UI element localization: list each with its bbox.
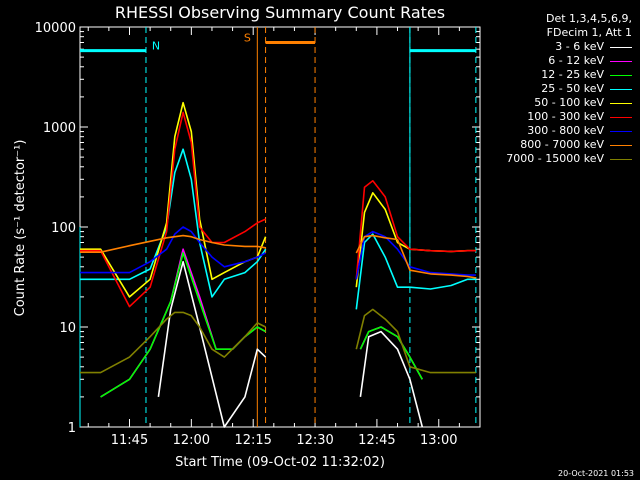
- legend-item: 7000 - 15000 keV: [470, 152, 632, 166]
- legend-item: 800 - 7000 keV: [470, 138, 632, 152]
- y-axis-label: Count Rate (s⁻¹ detector⁻¹): [13, 140, 28, 317]
- y-tick-label: 1: [68, 421, 76, 436]
- legend-swatch: [610, 116, 632, 118]
- y-tick-label: 1000: [43, 121, 76, 136]
- x-tick-label: 12:15: [234, 433, 271, 448]
- legend-label: 6 - 12 keV: [548, 54, 604, 67]
- series-line-2: [100, 252, 423, 398]
- legend-label: 300 - 800 keV: [527, 124, 604, 137]
- y-tick-label: 100: [51, 221, 76, 236]
- legend-item: 25 - 50 keV: [470, 82, 632, 96]
- series-line-1: [100, 248, 423, 398]
- y-tick-label: 10: [59, 321, 76, 336]
- legend-swatch: [610, 102, 632, 104]
- legend-label: 7000 - 15000 keV: [506, 152, 604, 165]
- x-tick-label: 12:45: [358, 433, 395, 448]
- legend-item: 3 - 6 keV: [470, 40, 632, 54]
- x-tick-label: 12:30: [296, 433, 333, 448]
- footer-timestamp: 20-Oct-2021 01:53: [558, 469, 634, 478]
- legend: Det 1,3,4,5,6,9, FDecim 1, Att 1 3 - 6 k…: [470, 12, 632, 166]
- legend-swatch: [610, 60, 632, 62]
- series-line-6: [80, 226, 476, 280]
- plot-frame: [79, 26, 481, 428]
- legend-swatch: [610, 144, 632, 146]
- series-line-3: [80, 148, 476, 310]
- series-line-0: [157, 260, 424, 428]
- legend-items: 3 - 6 keV 6 - 12 keV 12 - 25 keV 25 - 50 ke…: [470, 40, 632, 166]
- legend-label: 12 - 25 keV: [541, 68, 604, 81]
- saa-label: S: [244, 31, 251, 44]
- plot-area: 1 10 100 1000 10000 11:45 12:00 12:15 12:30 12:45…: [35, 21, 481, 448]
- night-label: N: [152, 40, 160, 53]
- legend-label: 100 - 300 keV: [527, 110, 604, 123]
- x-tick-label: 13:00: [420, 433, 457, 448]
- legend-swatch: [610, 130, 632, 132]
- legend-label: 50 - 100 keV: [534, 96, 604, 109]
- legend-label: 3 - 6 keV: [555, 40, 604, 53]
- series-line-5: [80, 111, 476, 308]
- x-axis-label: Start Time (09-Oct-02 11:32:02): [175, 455, 385, 470]
- legend-swatch: [610, 88, 632, 90]
- legend-item: 50 - 100 keV: [470, 96, 632, 110]
- y-tick-label: 10000: [35, 21, 76, 36]
- series-line-8: [80, 308, 476, 374]
- legend-swatch: [610, 46, 632, 48]
- legend-item: 6 - 12 keV: [470, 54, 632, 68]
- legend-label: 25 - 50 keV: [541, 82, 604, 95]
- legend-item: 300 - 800 keV: [470, 124, 632, 138]
- series-line-7: [80, 234, 477, 279]
- legend-swatch: [610, 74, 632, 76]
- legend-title: Det 1,3,4,5,6,9, FDecim 1, Att 1: [545, 12, 632, 39]
- chart-title: RHESSI Observing Summary Count Rates: [115, 3, 445, 22]
- legend-item: 12 - 25 keV: [470, 68, 632, 82]
- legend-swatch: [610, 158, 632, 160]
- x-tick-label: 11:45: [111, 433, 148, 448]
- x-tick-label: 12:00: [173, 433, 210, 448]
- legend-item: 100 - 300 keV: [470, 110, 632, 124]
- legend-label: 800 - 7000 keV: [520, 138, 604, 151]
